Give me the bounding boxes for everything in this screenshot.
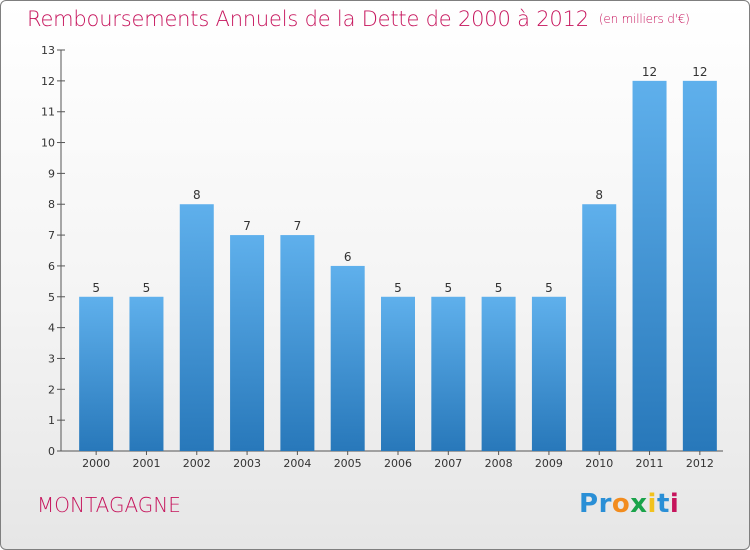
x-tick-label: 2000 — [82, 457, 110, 470]
y-tick-label: 13 — [41, 44, 55, 57]
data-label: 5 — [495, 281, 503, 295]
x-tick-label: 2002 — [183, 457, 211, 470]
bar-2010 — [582, 204, 617, 451]
bar-2000 — [79, 296, 114, 451]
chart-subtitle: (en milliers d'€) — [598, 12, 690, 26]
data-label: 5 — [545, 281, 553, 295]
x-tick-label: 2011 — [636, 457, 664, 470]
y-tick-label: 5 — [48, 291, 55, 304]
data-label: 5 — [394, 281, 402, 295]
x-tick-label: 2003 — [233, 457, 261, 470]
bar-2012 — [682, 80, 717, 451]
x-tick-label: 2008 — [485, 457, 513, 470]
data-label: 5 — [92, 281, 100, 295]
x-tick-label: 2001 — [132, 457, 160, 470]
y-tick-label: 9 — [48, 167, 55, 180]
bar-2008 — [481, 296, 516, 451]
bar-2001 — [129, 296, 164, 451]
data-label: 12 — [642, 65, 657, 79]
bar-2002 — [179, 204, 214, 451]
bar-2003 — [230, 235, 265, 451]
x-tick-label: 2004 — [283, 457, 311, 470]
bar-2006 — [381, 296, 415, 451]
bar-2009 — [531, 296, 566, 451]
y-tick-label: 8 — [48, 198, 55, 211]
y-tick-label: 2 — [48, 383, 55, 396]
bar-2005 — [330, 265, 365, 451]
y-tick-label: 1 — [48, 414, 55, 427]
y-tick-label: 11 — [41, 106, 55, 119]
bar-2011 — [632, 80, 667, 451]
data-label: 8 — [193, 188, 201, 202]
data-label: 7 — [243, 219, 251, 233]
logo-letter: x — [630, 489, 648, 519]
y-tick-label: 6 — [48, 260, 55, 273]
place-name: MONTAGAGNE — [37, 493, 181, 517]
x-tick-label: 2005 — [334, 457, 362, 470]
data-label: 8 — [595, 188, 603, 202]
y-tick-label: 0 — [48, 445, 55, 458]
data-label: 5 — [143, 281, 151, 295]
y-tick-label: 12 — [41, 75, 55, 88]
x-tick-label: 2009 — [535, 457, 563, 470]
data-label: 6 — [344, 250, 352, 264]
y-tick-label: 4 — [48, 322, 55, 335]
chart-bars — [79, 80, 717, 451]
logo-letter: i — [669, 489, 680, 519]
data-label: 12 — [692, 65, 707, 79]
logo-letter: P — [579, 489, 599, 519]
logo-letter: t — [656, 489, 670, 519]
x-tick-label: 2012 — [686, 457, 714, 470]
chart-title: Remboursements Annuels de la Dette de 20… — [27, 7, 690, 31]
logo-letter: o — [611, 489, 631, 519]
x-tick-label: 2007 — [434, 457, 462, 470]
logo-letter: i — [647, 489, 657, 519]
bar-2004 — [280, 235, 315, 451]
x-tick-label: 2010 — [585, 457, 613, 470]
y-tick-label: 7 — [48, 229, 55, 242]
y-tick-label: 10 — [41, 137, 55, 150]
proxiti-logo[interactable]: Proxiti — [579, 489, 679, 519]
x-tick-label: 2006 — [384, 457, 412, 470]
y-tick-label: 3 — [48, 352, 55, 365]
chart-title-text: Remboursements Annuels de la Dette de 20… — [27, 7, 589, 31]
chart-data-labels: 5 5 8 7 7 6 5 5 5 5 8 12 12 — [92, 65, 707, 295]
data-label: 5 — [444, 281, 452, 295]
logo-letter: r — [598, 489, 612, 519]
data-label: 7 — [294, 219, 302, 233]
bar-2007 — [431, 296, 466, 451]
